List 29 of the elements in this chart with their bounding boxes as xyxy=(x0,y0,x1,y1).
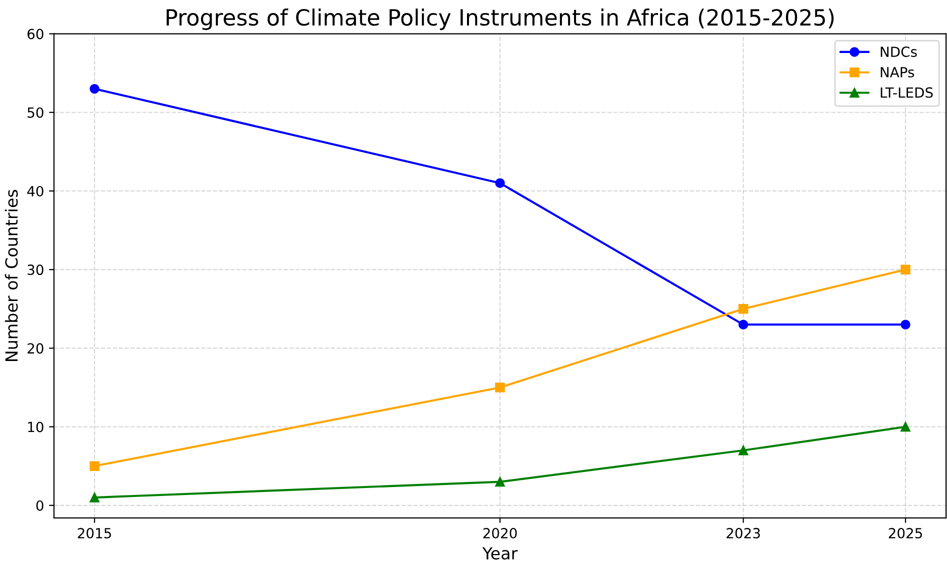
point xyxy=(495,382,505,392)
y-tick-label: 10 xyxy=(28,422,44,432)
y-tick-label: 60 xyxy=(28,28,44,40)
y-axis-title: Number of Countries xyxy=(4,190,18,361)
point xyxy=(738,304,748,314)
legend-label: LT-LEDS xyxy=(880,87,933,98)
y-tick-label: 30 xyxy=(28,264,44,276)
y-tick-label: 50 xyxy=(28,107,44,118)
legend-label: NAPs xyxy=(880,67,914,78)
point xyxy=(495,476,505,487)
point xyxy=(738,446,748,456)
chart-title: Progress of Climate Policy Instruments in Africa (2015-2025) xyxy=(166,8,834,30)
point xyxy=(738,320,748,330)
x-tick-label: 2023 xyxy=(726,528,760,538)
y-tick-label: 0 xyxy=(36,500,44,511)
x-tick-label: 2015 xyxy=(78,528,111,538)
x-tick-label: 2025 xyxy=(888,528,922,538)
y-tick-label: 40 xyxy=(27,186,44,196)
point xyxy=(90,84,100,94)
point xyxy=(900,264,910,274)
point xyxy=(900,320,910,330)
legend-label: NDCs xyxy=(880,46,917,58)
point xyxy=(90,492,100,502)
x-axis-title: Year xyxy=(482,547,518,560)
point xyxy=(495,178,505,188)
y-tick-label: 20 xyxy=(28,343,44,354)
point xyxy=(90,461,100,471)
x-tick-label: 2020 xyxy=(483,528,517,538)
point xyxy=(900,422,910,432)
